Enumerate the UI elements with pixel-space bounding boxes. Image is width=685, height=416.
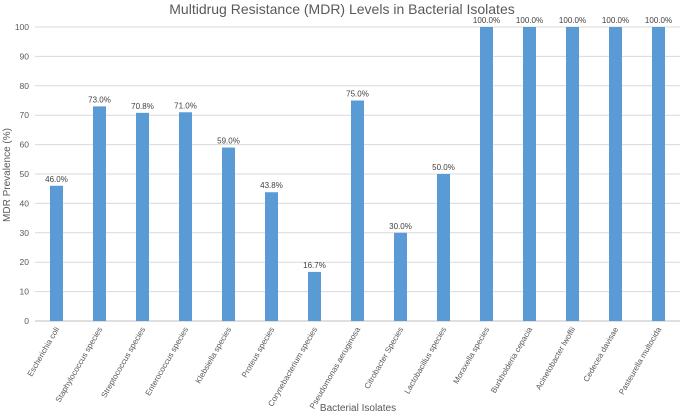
y-axis-ticks: 0 10 20 30 40 50 60 70 80 90 100 [15, 22, 29, 326]
y-tick-label: 50 [20, 169, 30, 179]
bar [136, 112, 149, 322]
bar [179, 112, 192, 321]
category-label: Cedecea davisae [582, 325, 621, 384]
category-label: Corynebacterium species [266, 326, 319, 409]
data-label: 71.0% [174, 101, 197, 110]
data-label: 100.0% [516, 16, 543, 25]
y-tick-label: 90 [20, 51, 30, 61]
bar [566, 27, 579, 321]
bar [265, 192, 278, 321]
bar [652, 27, 665, 321]
data-label: 75.0% [346, 90, 369, 99]
category-label: Acinetobacter lwoffii [534, 325, 577, 391]
category-label: Escherichia coli [26, 325, 62, 378]
y-tick-label: 20 [20, 257, 30, 267]
y-tick-label: 0 [24, 316, 29, 326]
chart-title: Multidrug Resistance (MDR) Levels in Bac… [169, 1, 514, 17]
bar [437, 174, 450, 321]
bar [609, 27, 622, 321]
y-tick-label: 80 [20, 81, 30, 91]
y-tick-label: 60 [20, 140, 30, 150]
data-label: 43.8% [260, 181, 283, 190]
category-label: Enterococcus species [144, 326, 191, 398]
category-label: Staphylococcus species [54, 326, 104, 404]
bar [222, 147, 235, 321]
data-label: 30.0% [389, 222, 412, 231]
data-label: 73.0% [88, 95, 111, 104]
data-label: 100.0% [645, 16, 672, 25]
category-label: Lactobacillus species [403, 326, 449, 396]
bar [93, 106, 106, 321]
category-label: Moraxella species [451, 326, 491, 386]
data-label: 70.8% [131, 102, 154, 111]
x-axis-title: Bacterial Isolates [320, 403, 396, 414]
data-label: 50.0% [432, 163, 455, 172]
category-label: Pseudomonas aeruginosa [308, 325, 363, 410]
data-label: 100.0% [473, 16, 500, 25]
bar [308, 271, 321, 321]
y-tick-label: 10 [20, 287, 30, 297]
y-tick-label: 40 [20, 198, 30, 208]
category-label: Citrobacter Species [363, 326, 406, 391]
data-label: 100.0% [602, 16, 629, 25]
category-label: Streptococcus species [99, 326, 147, 400]
y-tick-label: 30 [20, 228, 30, 238]
bar [523, 27, 536, 321]
category-label: Pasteurella multocida [617, 325, 663, 396]
data-label: 59.0% [217, 137, 240, 146]
category-label: Burkholderia cepacia [489, 325, 534, 395]
data-label: 100.0% [559, 16, 586, 25]
data-label: 16.7% [303, 261, 326, 270]
bar [351, 100, 364, 321]
category-label: Klebsiella species [194, 326, 234, 386]
bar [394, 232, 407, 321]
category-label: Proteus species [240, 326, 276, 380]
bars [50, 27, 665, 322]
data-label: 46.0% [45, 175, 68, 184]
bar [480, 27, 493, 321]
bar [50, 185, 63, 321]
data-labels: 46.0% 73.0% 70.8% 71.0% 59.0% 43.8% 16.7% 75.0%… [45, 16, 672, 270]
y-tick-label: 70 [20, 110, 30, 120]
y-tick-label: 100 [15, 22, 29, 32]
y-axis-title: MDR Prevalence (%) [2, 128, 13, 222]
